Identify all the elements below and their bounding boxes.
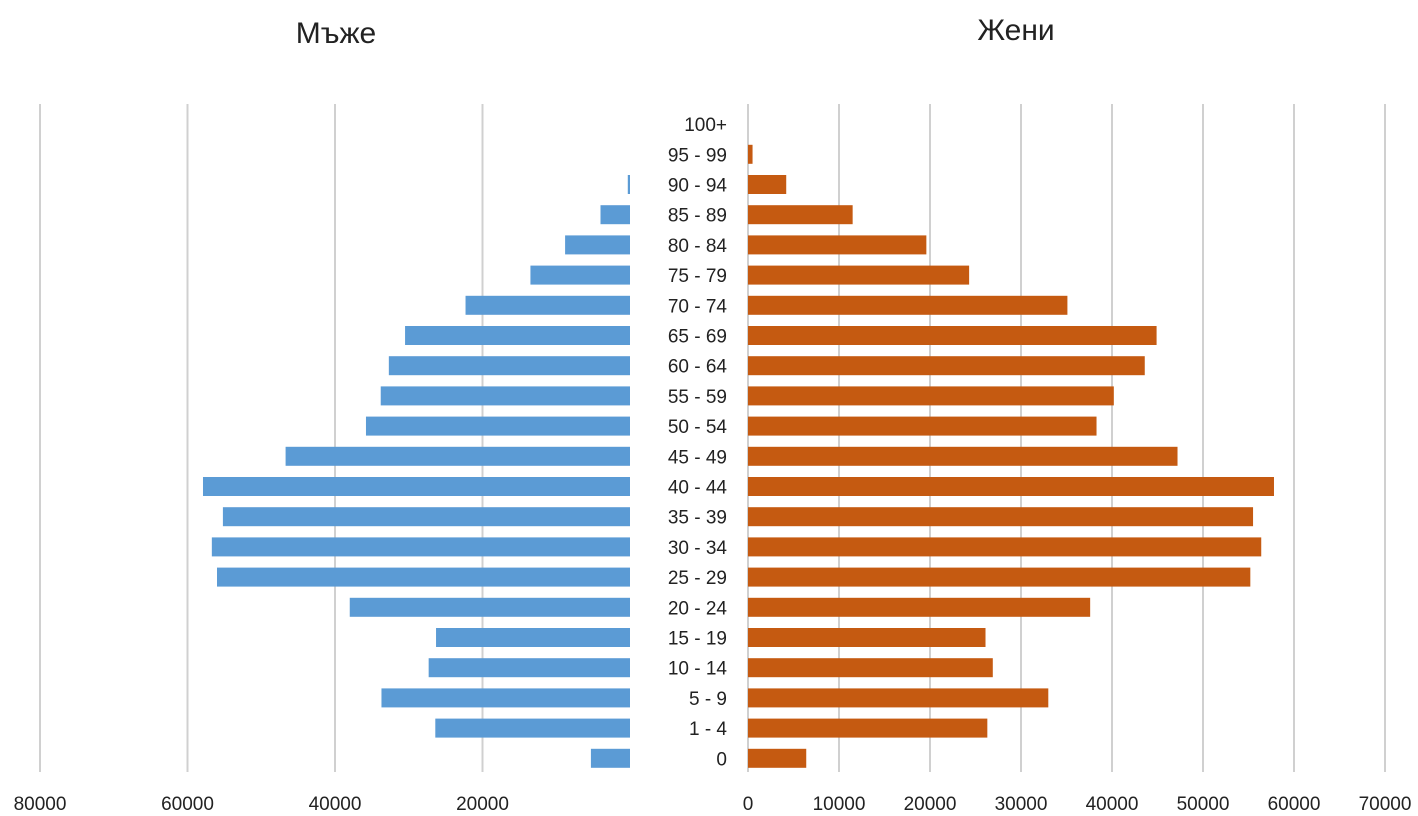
bar-women	[748, 356, 1145, 376]
x-tick-label-women: 0	[743, 794, 754, 815]
age-group-label: 40 - 44	[668, 478, 728, 499]
age-group-label: 50 - 54	[668, 417, 728, 438]
age-group-label: 20 - 24	[668, 598, 728, 619]
bar-men	[405, 326, 630, 345]
age-group-label: 85 - 89	[668, 206, 727, 227]
bar-women	[748, 175, 787, 194]
bar-women	[748, 718, 988, 738]
bar-women	[748, 537, 1262, 557]
age-group-labels: 0 1 - 4 5 - 9 10 - 14 15 - 19 20 - 24 25 - 29 3…	[668, 115, 728, 770]
bar-women	[748, 416, 1097, 436]
age-group-label: 100+	[684, 115, 727, 136]
age-group-label: 15 - 19	[668, 629, 727, 650]
bar-men	[600, 205, 630, 225]
bar-men	[565, 235, 630, 255]
age-group-label: 30 - 34	[668, 538, 728, 559]
bar-men	[365, 416, 630, 436]
age-group-label: 0	[716, 749, 727, 770]
age-group-label: 60 - 64	[668, 357, 728, 378]
age-group-label: 10 - 14	[668, 659, 728, 680]
bar-women	[748, 205, 853, 225]
age-group-label: 45 - 49	[668, 447, 727, 468]
x-tick-label-women: 10000	[813, 794, 866, 815]
x-tick-label-women: 30000	[995, 794, 1048, 815]
bar-women	[748, 446, 1178, 466]
bar-women	[748, 567, 1251, 587]
bar-men	[627, 175, 630, 194]
bar-women	[748, 144, 753, 164]
bar-men	[211, 537, 630, 557]
chart-title-men: Мъже	[296, 17, 377, 50]
bar-women	[748, 748, 807, 768]
age-group-label: 75 - 79	[668, 266, 727, 287]
bar-women	[748, 658, 993, 678]
age-group-label: 80 - 84	[668, 236, 728, 257]
bar-women	[748, 628, 986, 647]
x-tick-label-men: 40000	[309, 794, 362, 815]
x-tick-label-women: 40000	[1086, 794, 1139, 815]
age-group-label: 55 - 59	[668, 387, 727, 408]
bar-men	[202, 477, 631, 496]
bars-men	[202, 175, 631, 768]
age-group-label: 5 - 9	[689, 689, 727, 710]
bar-women	[748, 295, 1068, 315]
bar-men	[222, 507, 630, 527]
bar-men	[530, 265, 630, 285]
bar-men	[381, 688, 630, 708]
age-group-label: 70 - 74	[668, 296, 728, 317]
bar-men	[388, 356, 630, 376]
x-tick-label-women: 20000	[904, 794, 957, 815]
bars-women	[748, 144, 1274, 768]
bar-men	[380, 386, 630, 406]
chart-title-women: Жени	[977, 14, 1054, 47]
bar-women	[748, 326, 1157, 345]
age-group-label: 65 - 69	[668, 327, 727, 348]
bar-women	[748, 597, 1091, 617]
bar-men	[435, 718, 630, 738]
x-tick-label-men: 20000	[456, 794, 509, 815]
bar-men	[590, 748, 630, 768]
bar-women	[748, 265, 970, 285]
age-group-label: 95 - 99	[668, 145, 727, 166]
bar-men	[428, 658, 630, 678]
x-tick-label-men: 60000	[161, 794, 214, 815]
x-axis-ticks-men: 80000 60000 40000 20000	[14, 794, 509, 815]
x-tick-label-men: 80000	[14, 794, 67, 815]
x-axis-ticks-women: 0 10000 20000 30000 40000 50000 60000 70000	[743, 794, 1412, 815]
age-group-label: 35 - 39	[668, 508, 727, 529]
bar-men	[465, 295, 630, 315]
bar-men	[285, 446, 630, 466]
age-group-label: 90 - 94	[668, 176, 728, 197]
age-group-label: 1 - 4	[689, 719, 727, 740]
x-tick-label-women: 50000	[1177, 794, 1230, 815]
x-tick-label-women: 70000	[1359, 794, 1412, 815]
bar-men	[217, 567, 630, 587]
bar-women	[748, 235, 927, 255]
bar-women	[748, 477, 1274, 496]
bar-men	[436, 628, 630, 647]
x-tick-label-women: 60000	[1268, 794, 1321, 815]
bar-women	[748, 688, 1049, 708]
bar-women	[748, 386, 1114, 406]
age-group-label: 25 - 29	[668, 568, 727, 589]
bar-men	[349, 597, 630, 617]
bar-women	[748, 507, 1254, 527]
